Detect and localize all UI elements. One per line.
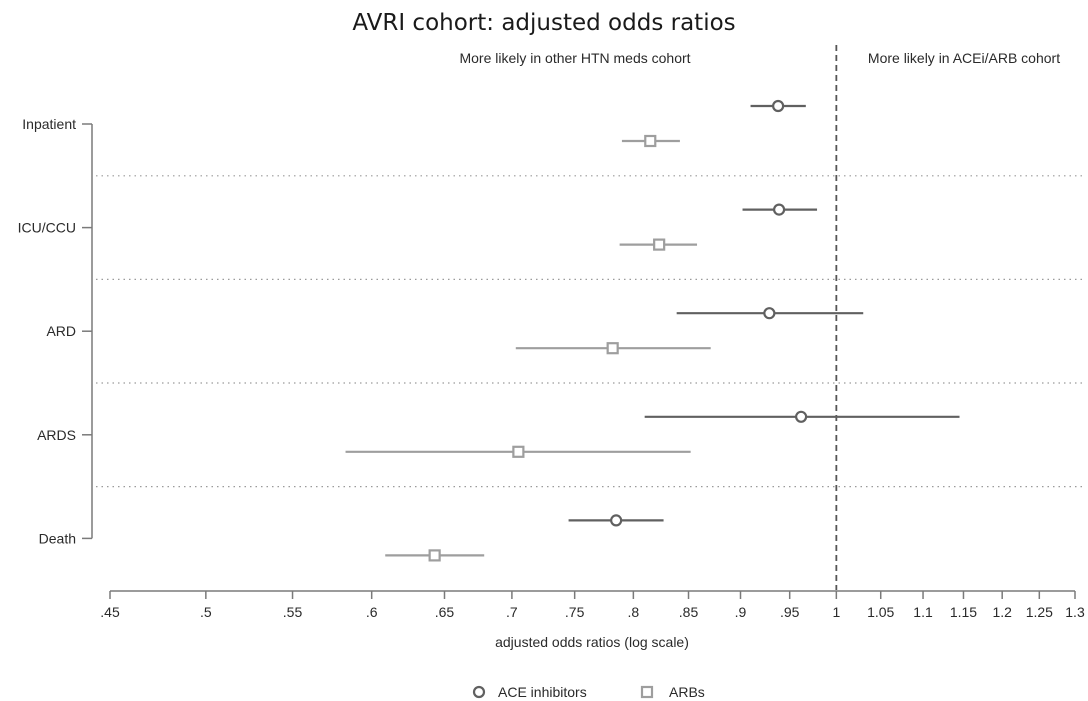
category-label: Death (39, 530, 76, 546)
x-tick-label: .5 (200, 604, 212, 620)
point-estimate-square (653, 238, 666, 251)
point-estimate-circle (772, 203, 786, 216)
x-tick-label: .9 (735, 604, 747, 620)
x-tick-label: .7 (506, 604, 518, 620)
category-label: ICU/CCU (18, 220, 76, 236)
point-estimate-square (606, 342, 619, 355)
point-estimate-circle (763, 307, 776, 320)
legend: ACE inhibitors ARBs (472, 684, 705, 700)
point-estimate-circle (795, 410, 808, 423)
legend-ace-label: ACE inhibitors (498, 684, 587, 700)
x-axis-label: adjusted odds ratios (log scale) (495, 634, 689, 650)
x-tick-label: 1.15 (950, 604, 977, 620)
point-estimate-square (644, 134, 657, 148)
legend-arb-label: ARBs (669, 684, 705, 700)
legend-arb-marker (640, 685, 654, 699)
x-tick-label: .65 (435, 604, 455, 620)
annotation-left: More likely in other HTN meds cohort (459, 50, 690, 66)
data-marks (345, 99, 960, 562)
point-estimate-circle (772, 99, 785, 113)
x-tick-label: .6 (366, 604, 378, 620)
chart-title: AVRI cohort: adjusted odds ratios (352, 10, 735, 36)
x-tick-label: .8 (628, 604, 640, 620)
point-estimate-square (512, 445, 525, 458)
x-tick-label: 1.05 (867, 604, 894, 620)
category-label: ARD (46, 323, 76, 339)
x-tick-label: 1.2 (992, 604, 1012, 620)
x-tick-label: .55 (283, 604, 303, 620)
x-tick-label: 1.25 (1026, 604, 1053, 620)
legend-ace-marker (472, 685, 486, 699)
x-tick-label: 1.1 (913, 604, 933, 620)
x-tick-label: 1 (832, 604, 840, 620)
annotation-right: More likely in ACEi/ARB cohort (868, 50, 1060, 66)
x-tick-label: 1.3 (1065, 604, 1085, 620)
point-estimate-circle (610, 514, 623, 527)
category-label: Inpatient (22, 116, 76, 132)
x-tick-label: .85 (679, 604, 699, 620)
y-axis: Inpatient ICU/CCU ARD ARDS Death (18, 116, 93, 546)
x-tick-label: .95 (780, 604, 800, 620)
x-tick-label: .45 (100, 604, 120, 620)
x-tick-label: .75 (565, 604, 585, 620)
category-label: ARDS (37, 427, 76, 443)
x-axis: .45 .5 .55 .6 .65 .7 .75 .8 .85 .9 .95 1 1.05 1.1 1.15… (100, 590, 1085, 620)
category-separators (96, 175, 1086, 488)
point-estimate-square (428, 549, 441, 562)
